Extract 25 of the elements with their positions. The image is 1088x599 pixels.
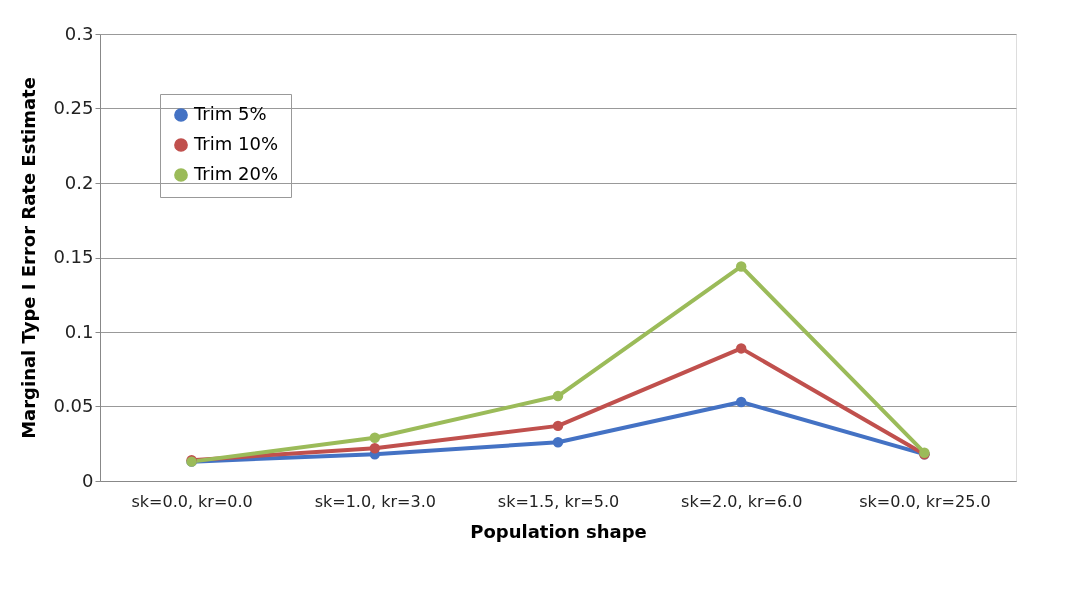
point xyxy=(735,396,747,408)
y-tick-label: 0.15 xyxy=(53,246,94,267)
y-tick-label: 0.1 xyxy=(64,320,94,342)
point xyxy=(552,437,564,448)
point xyxy=(369,432,381,444)
x-axis-title: Population shape xyxy=(470,520,647,542)
x-tick-label: sk=2.0, kr=6.0 xyxy=(681,491,803,511)
y-tick-label: 0.3 xyxy=(64,22,94,44)
point xyxy=(369,442,381,454)
x-tick-label: sk=1.0, kr=3.0 xyxy=(314,491,436,511)
point xyxy=(735,343,747,354)
y-axis-title: Marginal Type I Error Rate Estimate xyxy=(18,77,40,439)
y-tick-label: 0 xyxy=(82,469,94,491)
point xyxy=(552,390,564,402)
x-tick-label: sk=0.0, kr=0.0 xyxy=(131,491,253,511)
legend-label: Trim 20% xyxy=(193,163,279,184)
y-tick-label: 0.25 xyxy=(53,97,94,118)
x-tick-label: sk=0.0, kr=25.0 xyxy=(859,491,991,511)
x-tick-label: sk=1.5, kr=5.0 xyxy=(497,491,620,511)
y-tick-label: 0.05 xyxy=(53,395,94,416)
legend-label: Trim 10% xyxy=(193,133,279,154)
point xyxy=(735,261,747,272)
point xyxy=(552,420,564,432)
legend-label: Trim 5% xyxy=(193,103,267,124)
y-tick-label: 0.2 xyxy=(64,171,94,193)
